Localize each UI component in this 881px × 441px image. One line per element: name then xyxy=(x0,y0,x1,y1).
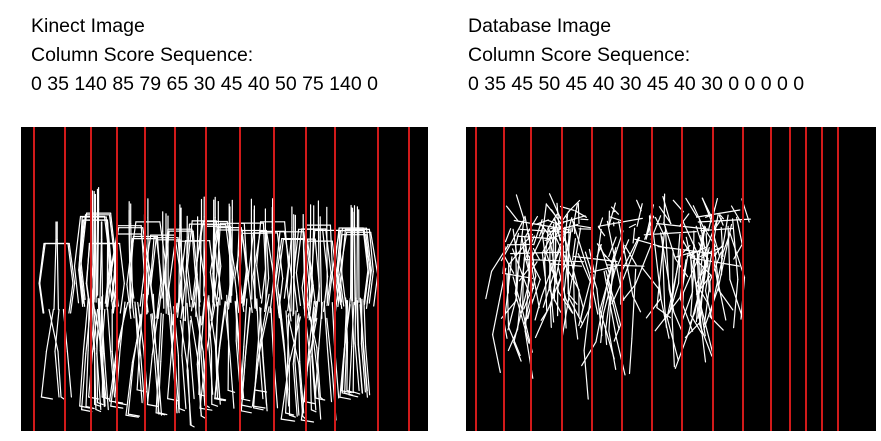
kinect-skeleton-strokes xyxy=(38,186,379,428)
database-title: Database Image xyxy=(468,15,612,37)
database-skeleton-strokes xyxy=(485,193,751,400)
kinect-image xyxy=(21,127,428,431)
database-column-dividers xyxy=(475,127,839,431)
kinect-subtitle: Column Score Sequence: xyxy=(31,44,254,66)
database-caption: Database Image Column Score Sequence: 0 … xyxy=(468,12,804,99)
database-score-sequence: 0 35 45 50 45 40 30 45 40 30 0 0 0 0 0 xyxy=(468,73,805,95)
kinect-skeleton-plot xyxy=(33,127,410,431)
database-image xyxy=(466,127,876,431)
database-subtitle: Column Score Sequence: xyxy=(468,44,691,66)
kinect-column-dividers xyxy=(33,127,410,431)
kinect-score-sequence: 0 35 140 85 79 65 30 45 40 50 75 140 0 xyxy=(31,73,378,95)
kinect-caption: Kinect Image Column Score Sequence: 0 35… xyxy=(31,12,378,99)
database-skeleton-plot xyxy=(475,127,839,431)
kinect-title: Kinect Image xyxy=(31,15,145,37)
